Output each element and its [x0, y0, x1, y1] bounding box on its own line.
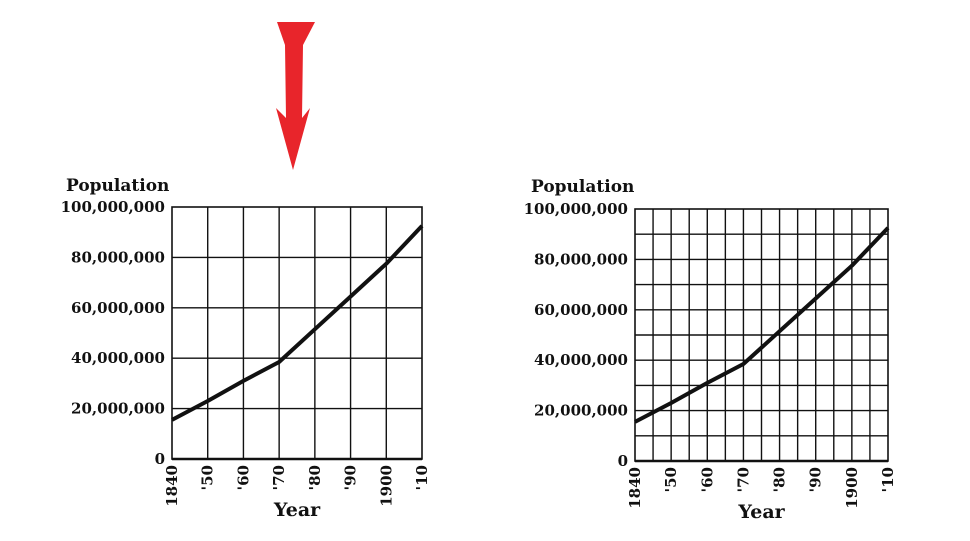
x-tick-label: '90 — [807, 467, 825, 492]
x-tick-label: '10 — [413, 465, 431, 490]
series-line — [171, 224, 424, 422]
chart-dense-grid: 0 20,000,000 40,000,000 60,000,000 80,000,00… — [524, 177, 897, 523]
y-tick-label: 40,000,000 — [71, 349, 165, 367]
x-tick-label: '80 — [771, 467, 789, 492]
y-tick-label: 60,000,000 — [534, 301, 628, 319]
grid — [635, 209, 888, 461]
chart-sparse-grid: 0 20,000,000 40,000,000 60,000,000 80,000,00… — [61, 176, 431, 521]
y-tick-label: 40,000,000 — [534, 351, 628, 369]
plot-frame — [171, 206, 423, 460]
x-tick-label: 1840 — [626, 467, 644, 509]
y-tick-label: 20,000,000 — [71, 400, 165, 418]
x-tick-label: '80 — [306, 465, 324, 490]
grid — [172, 207, 422, 459]
y-axis-title: Population — [531, 177, 634, 197]
x-tick-label: '60 — [698, 467, 716, 492]
y-tick-label: 100,000,000 — [61, 198, 165, 216]
x-tick-label: '90 — [342, 465, 360, 490]
x-tick-label: '50 — [199, 465, 217, 490]
x-tick-label: 1900 — [843, 467, 861, 509]
x-tick-label: 1900 — [377, 465, 395, 507]
x-tick-label: '60 — [234, 465, 252, 490]
x-tick-label: '10 — [879, 467, 897, 492]
series-line — [634, 226, 890, 424]
down-arrow-icon — [276, 22, 315, 170]
y-axis-title: Population — [66, 176, 169, 196]
y-tick-label: 60,000,000 — [71, 299, 165, 317]
y-tick-label: 100,000,000 — [524, 200, 628, 218]
x-tick-label: '50 — [662, 467, 680, 492]
x-tick-label: '70 — [270, 465, 288, 490]
y-tick-label: 80,000,000 — [534, 250, 628, 268]
y-tick-label: 0 — [155, 450, 165, 468]
x-tick-label: 1840 — [163, 465, 181, 507]
y-tick-label: 0 — [618, 452, 628, 470]
y-tick-label: 80,000,000 — [71, 248, 165, 266]
x-axis-title: Year — [737, 501, 785, 523]
x-axis-title: Year — [273, 499, 321, 521]
x-tick-label: '70 — [734, 467, 752, 492]
y-tick-label: 20,000,000 — [534, 402, 628, 420]
